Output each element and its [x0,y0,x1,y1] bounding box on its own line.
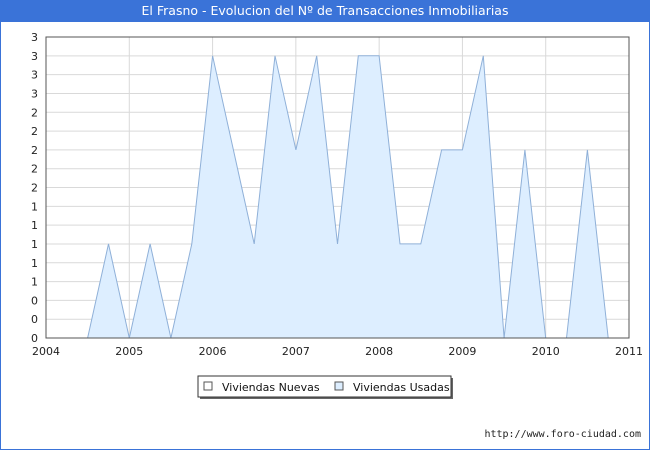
legend-box [197,375,452,398]
legend-item-nuevas-label: Viviendas Nuevas [222,381,320,394]
y-tick-label: 3 [31,87,38,100]
chart-title: El Frasno - Evolucion del Nº de Transacc… [0,0,650,22]
legend-item-nuevas-swatch [203,381,213,391]
y-tick-label: 1 [31,238,38,251]
y-tick-label: 3 [31,69,38,82]
x-tick-label: 2004 [32,345,60,358]
y-tick-label: 2 [31,144,38,157]
legend-item-usadas-label: Viviendas Usadas [353,381,450,394]
x-tick-label: 2010 [532,345,560,358]
y-tick-label: 2 [31,182,38,195]
y-tick-label: 0 [31,294,38,307]
y-tick-label: 2 [31,106,38,119]
legend-item-usadas-swatch [334,381,344,391]
y-tick-label: 0 [31,332,38,345]
y-tick-label: 1 [31,257,38,270]
y-tick-label: 0 [31,313,38,326]
series-line-usadas [87,55,609,339]
y-tick-label: 1 [31,200,38,213]
source-url[interactable]: http://www.foro-ciudad.com [484,429,641,440]
x-tick-label: 2009 [448,345,476,358]
y-tick-label: 3 [31,50,38,63]
plot-border [45,36,630,339]
y-tick-label: 1 [31,219,38,232]
x-tick-label: 2006 [199,345,227,358]
y-tick-label: 1 [31,276,38,289]
y-tick-label: 2 [31,125,38,138]
x-tick-label: 2005 [115,345,143,358]
x-tick-label: 2008 [365,345,393,358]
y-tick-label: 3 [31,31,38,44]
x-tick-label: 2011 [615,345,643,358]
x-tick-label: 2007 [282,345,310,358]
y-tick-label: 2 [31,163,38,176]
series-area-usadas [87,55,609,339]
